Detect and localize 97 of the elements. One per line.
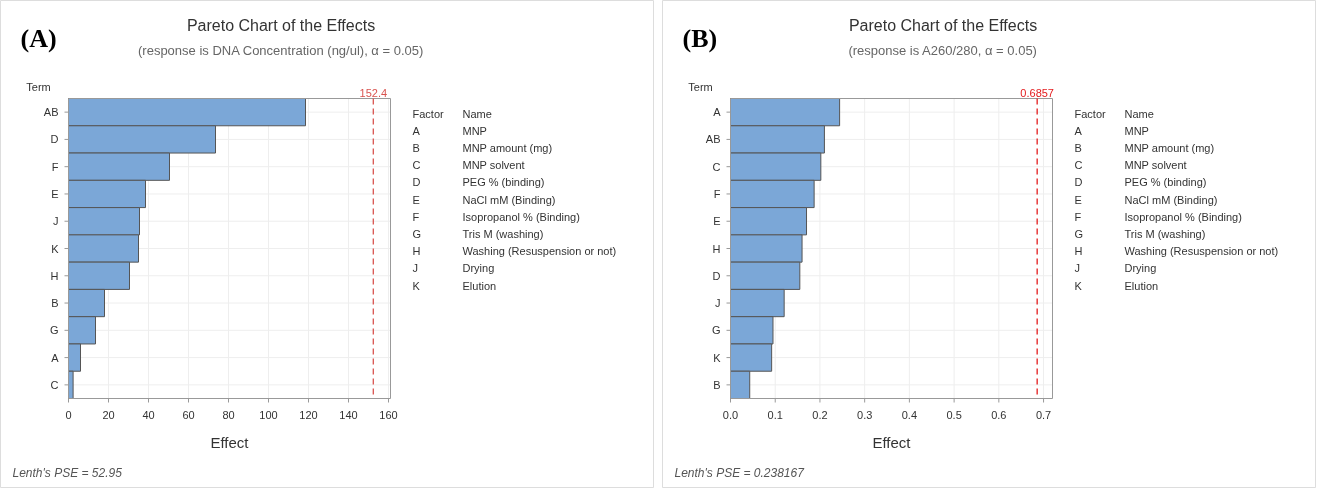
text: Isopropanol % (Binding)	[1124, 210, 1242, 223]
text: Drying	[1124, 262, 1157, 275]
x-tick-label: 0.7	[1035, 408, 1052, 421]
y-tick-label: D	[50, 133, 59, 146]
y-tick-label: B	[713, 378, 721, 391]
text: Factor	[1074, 107, 1107, 120]
x-tick-label: 40	[142, 408, 155, 421]
text: B	[1074, 141, 1082, 154]
y-tick-label: B	[51, 297, 59, 310]
text: MNP amount (mg)	[462, 141, 553, 154]
text: F	[412, 210, 420, 223]
text: Elution	[1124, 279, 1159, 292]
x-tick-label: 140	[339, 408, 358, 421]
y-tick-label: K	[713, 351, 722, 364]
y-tick-label: A	[51, 351, 60, 364]
text: Elution	[462, 279, 497, 292]
text: MNP	[462, 124, 487, 137]
y-tick-label: H	[712, 242, 721, 255]
text: Tris M (washing)	[462, 227, 544, 240]
text: NaCl mM (Binding)	[462, 193, 556, 206]
y-tick-label: D	[712, 269, 721, 282]
text: D	[1074, 176, 1083, 189]
text: A	[412, 124, 421, 137]
y-tick-label: K	[51, 242, 60, 255]
text: K	[1074, 279, 1083, 292]
y-tick-label: G	[49, 324, 59, 337]
x-tick-label: 0.5	[946, 408, 962, 421]
y-tick-label: G	[711, 324, 721, 337]
y-tick-label: E	[713, 215, 721, 228]
x-tick-label: 160	[379, 408, 398, 421]
x-tick-label: 60	[182, 408, 195, 421]
x-tick-label: 0.0	[722, 408, 739, 421]
text: J	[412, 262, 418, 275]
x-tick-label: 0.1	[767, 408, 783, 421]
text: NaCl mM (Binding)	[1124, 193, 1218, 206]
text: Name	[462, 107, 492, 120]
text: H	[412, 245, 421, 258]
text: PEG % (binding)	[462, 176, 545, 189]
y-tick-label: F	[713, 187, 721, 200]
x-tick-label: 0.4	[901, 408, 918, 421]
text: Isopropanol % (Binding)	[462, 210, 580, 223]
y-tick-label: E	[51, 187, 59, 200]
x-tick-label: 80	[222, 408, 235, 421]
y-tick-label: AB	[43, 106, 59, 119]
y-axis-title: Term	[26, 80, 51, 93]
text: MNP solvent	[1124, 159, 1187, 172]
chart-subtitle: (response is A260/280, α = 0.05)	[848, 43, 1037, 58]
text: (A)	[20, 24, 57, 53]
chart-subtitle: (response is DNA Concentration (ng/ul), α = 0.05)	[137, 43, 424, 58]
x-tick-label: 0.2	[812, 408, 828, 421]
y-tick-label: C	[50, 378, 59, 391]
chart-title: Pareto Chart of the Effects	[848, 17, 1038, 34]
text: C	[412, 159, 421, 172]
x-axis-title: Effect	[872, 434, 912, 451]
x-tick-label: 0.6	[991, 408, 1007, 421]
text: Lenth's PSE = 52.95	[12, 465, 123, 480]
x-tick-label: 20	[102, 408, 115, 421]
text: Washing (Resuspension or not)	[1124, 245, 1279, 258]
text: MNP solvent	[462, 159, 525, 172]
y-tick-label: AB	[705, 133, 721, 146]
y-tick-label: F	[51, 160, 59, 173]
text: G	[1074, 227, 1084, 240]
ref-line-label: 152.4	[359, 86, 388, 99]
x-tick-label: 100	[259, 408, 278, 421]
y-tick-label: C	[712, 160, 721, 173]
text: MNP	[1124, 124, 1149, 137]
y-tick-label: A	[713, 106, 722, 119]
text: G	[412, 227, 422, 240]
text: F	[1074, 210, 1082, 223]
x-axis-title: Effect	[210, 434, 250, 451]
text: K	[412, 279, 421, 292]
y-tick-label: H	[50, 269, 59, 282]
text: A	[1074, 124, 1083, 137]
text: D	[412, 176, 421, 189]
text: Factor	[412, 107, 445, 120]
x-tick-label: 0	[65, 408, 72, 421]
y-tick-label: J	[53, 215, 59, 228]
text: Lenth's PSE = 0.238167	[674, 465, 806, 480]
x-tick-label: 120	[299, 408, 318, 421]
y-tick-label: J	[715, 297, 721, 310]
text: Tris M (washing)	[1124, 227, 1206, 240]
y-axis-title: Term	[688, 80, 713, 93]
text: C	[1074, 159, 1083, 172]
text: J	[1074, 262, 1080, 275]
text: PEG % (binding)	[1124, 176, 1207, 189]
text: (B)	[682, 24, 718, 53]
text: Washing (Resuspension or not)	[462, 245, 617, 258]
text: H	[1074, 245, 1083, 258]
text: E	[1074, 193, 1082, 206]
text: Name	[1124, 107, 1154, 120]
chart-title: Pareto Chart of the Effects	[186, 17, 376, 34]
text: Drying	[462, 262, 495, 275]
text: E	[412, 193, 420, 206]
text: MNP amount (mg)	[1124, 141, 1215, 154]
ref-line-label: 0.6857	[1020, 86, 1054, 99]
text: B	[412, 141, 420, 154]
x-tick-label: 0.3	[857, 408, 873, 421]
